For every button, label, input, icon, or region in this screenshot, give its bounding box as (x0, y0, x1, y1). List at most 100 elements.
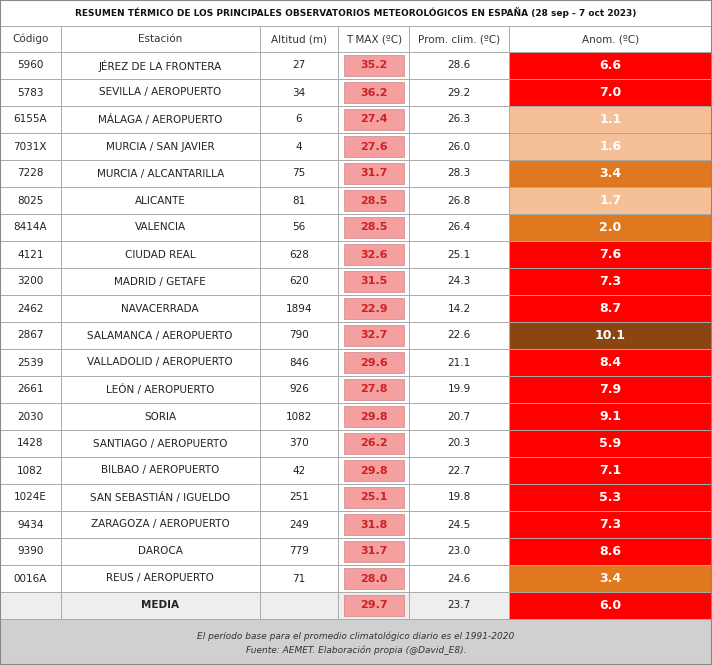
Bar (509, 484, 712, 511)
Text: 926: 926 (289, 384, 309, 394)
Bar (509, 376, 712, 403)
Text: 628: 628 (289, 249, 309, 259)
Bar (0, 26, 712, 52)
Bar (509, 241, 712, 268)
Text: 75: 75 (293, 168, 305, 178)
Text: 56: 56 (293, 223, 305, 233)
Text: SORIA: SORIA (144, 412, 177, 422)
Text: 6.6: 6.6 (600, 59, 622, 72)
Text: 28.6: 28.6 (448, 61, 471, 70)
Bar (0, 511, 712, 538)
Text: 27.8: 27.8 (360, 384, 387, 394)
Bar (0, 430, 712, 457)
Text: 32.6: 32.6 (360, 249, 387, 259)
Text: 28.5: 28.5 (360, 196, 387, 205)
Bar (0, 619, 712, 665)
Text: 620: 620 (289, 277, 309, 287)
Text: 7.0: 7.0 (600, 86, 622, 99)
Text: Fuente: AEMET. Elaboración propia (@David_E8).: Fuente: AEMET. Elaboración propia (@Davi… (246, 646, 466, 655)
Text: 8025: 8025 (17, 196, 43, 205)
Text: 28.0: 28.0 (360, 573, 387, 583)
Text: 7.1: 7.1 (600, 464, 622, 477)
Text: 23.0: 23.0 (448, 547, 471, 557)
Text: 26.8: 26.8 (448, 196, 471, 205)
Text: 5.3: 5.3 (600, 491, 622, 504)
Bar (344, 460, 404, 481)
Text: 7031X: 7031X (14, 142, 47, 152)
Bar (344, 109, 404, 130)
Bar (509, 106, 712, 133)
Text: 7.3: 7.3 (600, 518, 622, 531)
Text: 24.5: 24.5 (448, 519, 471, 529)
Bar (509, 214, 712, 241)
Text: NAVACERRADA: NAVACERRADA (121, 303, 199, 313)
Text: 1894: 1894 (286, 303, 313, 313)
Text: 7.6: 7.6 (600, 248, 622, 261)
Text: 6155A: 6155A (14, 114, 47, 124)
Text: 29.8: 29.8 (360, 465, 387, 475)
Text: Código: Código (12, 34, 48, 45)
Text: 7.9: 7.9 (600, 383, 622, 396)
Text: 26.2: 26.2 (360, 438, 387, 448)
Text: 5.9: 5.9 (600, 437, 622, 450)
Text: 1.7: 1.7 (600, 194, 622, 207)
Text: 42: 42 (293, 465, 305, 475)
Text: MURCIA / SAN JAVIER: MURCIA / SAN JAVIER (106, 142, 214, 152)
Bar (0, 214, 712, 241)
Bar (0, 565, 712, 592)
Text: T MAX (ºC): T MAX (ºC) (346, 34, 402, 44)
Bar (0, 79, 712, 106)
Text: 2.0: 2.0 (600, 221, 622, 234)
Text: CIUDAD REAL: CIUDAD REAL (125, 249, 196, 259)
Bar (0, 349, 712, 376)
Text: El período base para el promedio climatológico diario es el 1991-2020: El período base para el promedio climato… (197, 632, 515, 641)
Text: 26.4: 26.4 (448, 223, 471, 233)
Bar (509, 187, 712, 214)
Text: 9.1: 9.1 (600, 410, 622, 423)
Text: 20.7: 20.7 (448, 412, 471, 422)
Text: 790: 790 (289, 331, 309, 340)
Bar (344, 217, 404, 238)
Text: Altitud (m): Altitud (m) (271, 34, 327, 44)
Bar (509, 403, 712, 430)
Text: 31.5: 31.5 (360, 277, 387, 287)
Bar (344, 163, 404, 184)
Text: 29.7: 29.7 (360, 600, 387, 610)
Text: SANTIAGO / AEROPUERTO: SANTIAGO / AEROPUERTO (93, 438, 227, 448)
Bar (344, 406, 404, 427)
Text: 7228: 7228 (17, 168, 43, 178)
Bar (509, 592, 712, 619)
Bar (0, 52, 712, 79)
Text: 26.0: 26.0 (448, 142, 471, 152)
Text: 21.1: 21.1 (448, 358, 471, 368)
Text: 34: 34 (293, 88, 305, 98)
Bar (509, 565, 712, 592)
Bar (344, 379, 404, 400)
Text: 23.7: 23.7 (448, 600, 471, 610)
Text: 31.7: 31.7 (360, 547, 387, 557)
Text: 779: 779 (289, 547, 309, 557)
Text: 19.8: 19.8 (448, 493, 471, 503)
Bar (344, 271, 404, 292)
Text: Prom. clim. (ºC): Prom. clim. (ºC) (418, 34, 501, 44)
Text: Anom. (ºC): Anom. (ºC) (582, 34, 639, 44)
Text: 81: 81 (293, 196, 305, 205)
Text: 29.6: 29.6 (360, 358, 387, 368)
Bar (509, 52, 712, 79)
Text: 19.9: 19.9 (448, 384, 471, 394)
Bar (509, 79, 712, 106)
Bar (344, 595, 404, 616)
Bar (344, 433, 404, 454)
Text: LEÓN / AEROPUERTO: LEÓN / AEROPUERTO (106, 384, 214, 395)
Text: 2661: 2661 (17, 384, 43, 394)
Text: ALICANTE: ALICANTE (135, 196, 186, 205)
Text: 36.2: 36.2 (360, 88, 387, 98)
Text: 4121: 4121 (17, 249, 43, 259)
Text: 22.9: 22.9 (360, 303, 387, 313)
Text: 31.8: 31.8 (360, 519, 387, 529)
Text: SALAMANCA / AEROPUERTO: SALAMANCA / AEROPUERTO (88, 331, 233, 340)
Text: 5783: 5783 (17, 88, 43, 98)
Bar (509, 430, 712, 457)
Bar (344, 514, 404, 535)
Text: 0016A: 0016A (14, 573, 47, 583)
